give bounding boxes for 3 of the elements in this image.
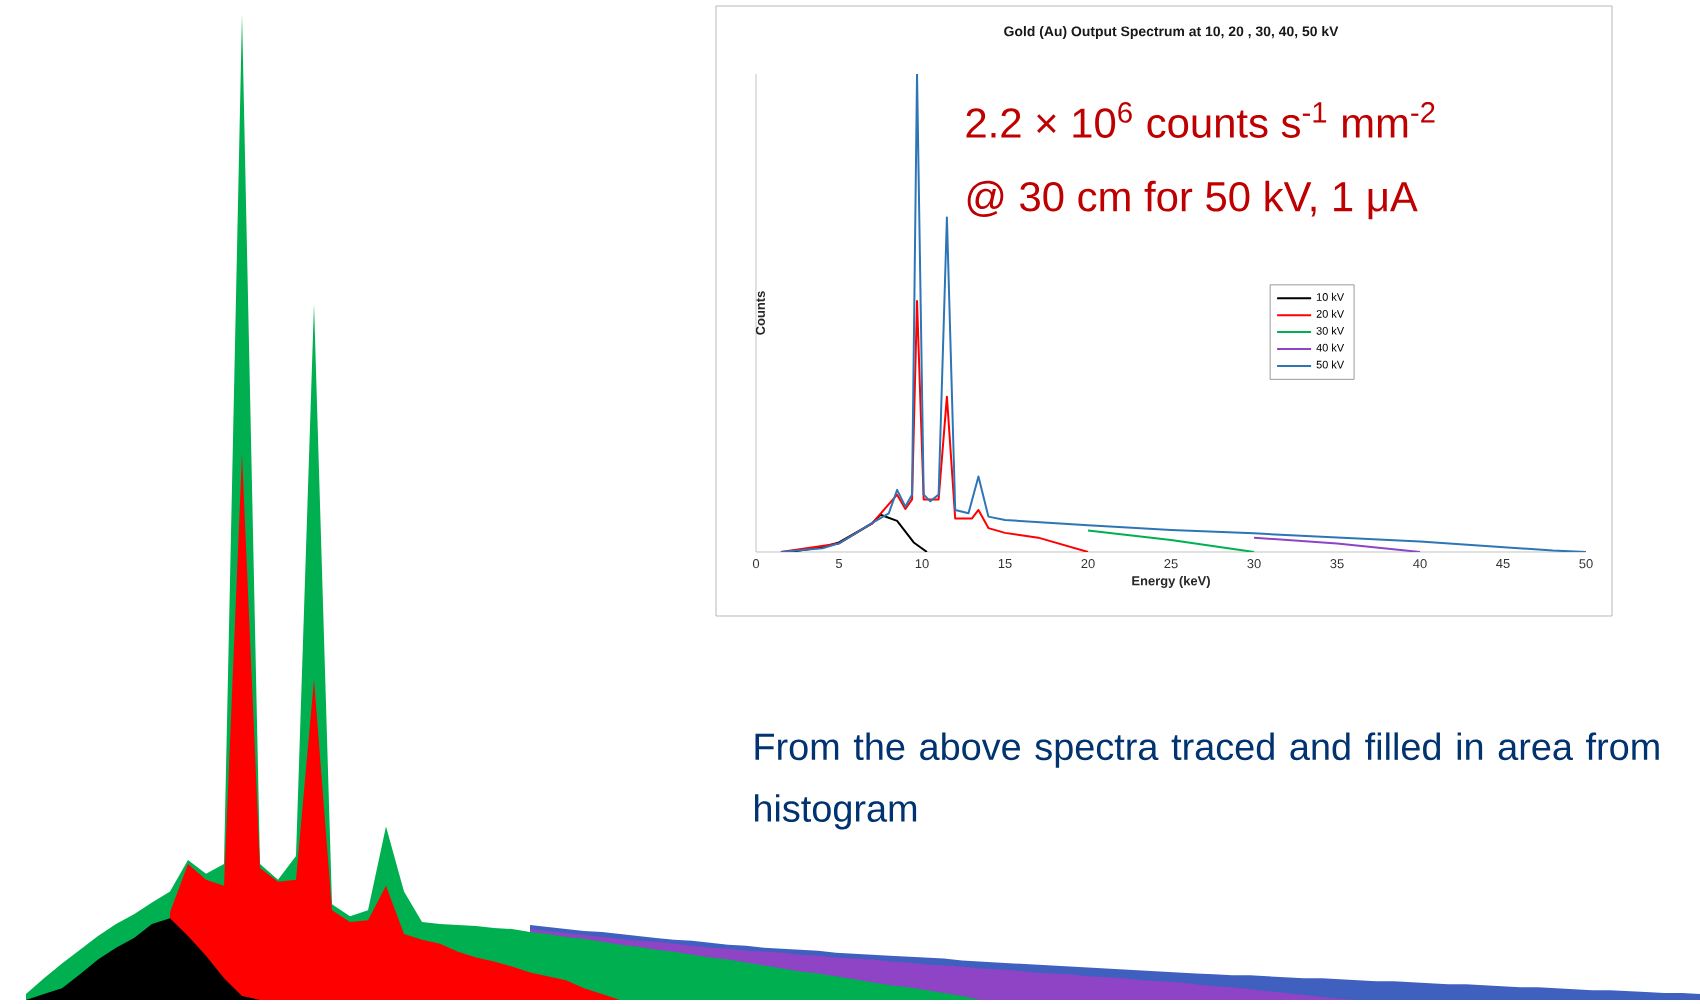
annotation: @ 30 cm for 50 kV, 1 μA — [967, 180, 1418, 220]
annotation: From the above spectra traced and filled in area from histogram — [755, 732, 1659, 830]
annotation: 2.2 × 10$^{6}$ counts s$^{-1}$ mm$^{-2}$ — [966, 102, 1435, 138]
